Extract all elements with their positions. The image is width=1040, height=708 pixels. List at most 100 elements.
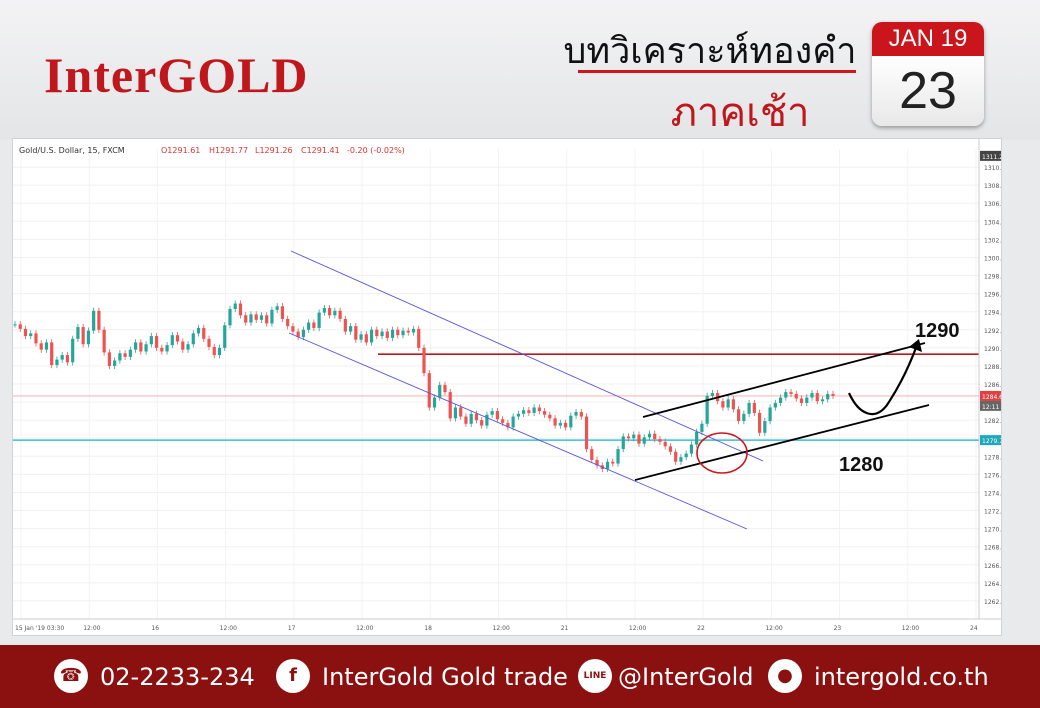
candle-body-117 [626, 436, 631, 439]
candle-body-90 [485, 414, 489, 426]
candle-body-64 [348, 326, 353, 332]
candle-body-72 [390, 329, 395, 338]
candle-body-153 [815, 393, 819, 402]
candle-body-37 [207, 338, 211, 347]
candle-body-46 [254, 314, 258, 320]
candle-body-113 [605, 461, 610, 469]
candle-body-118 [632, 434, 636, 439]
x-tick-6: 18 [424, 625, 432, 632]
candle-body-0 [13, 324, 17, 326]
candle-body-42 [233, 303, 237, 309]
y-tick-1296: 1296.00 [984, 292, 1001, 299]
candle-body-124 [663, 441, 667, 447]
candle-body-115 [616, 449, 620, 464]
x-tick-9: 12:00 [629, 625, 646, 632]
candle-body-60 [328, 308, 332, 316]
candle-body-136 [726, 399, 730, 408]
calendar-day: 23 [872, 56, 984, 126]
candle-body-123 [658, 439, 662, 442]
price-badge-0: 1311.24 [982, 154, 1001, 161]
candle-body-48 [265, 315, 269, 324]
down-channel-upper [290, 250, 764, 462]
candle-body-4 [34, 333, 38, 344]
y-tick-1288: 1288.00 [984, 364, 1001, 371]
candle-body-82 [443, 384, 447, 393]
y-tick-1286: 1286.00 [984, 382, 1001, 389]
candle-body-22 [128, 349, 132, 357]
candle-body-111 [595, 459, 599, 466]
globe-icon: ● [768, 659, 802, 693]
x-tick-4: 17 [288, 625, 296, 632]
facebook-icon: f [276, 659, 310, 693]
candle-body-96 [516, 413, 520, 417]
candle-body-120 [642, 437, 646, 444]
candle-body-76 [411, 328, 416, 333]
candle-body-2 [23, 328, 28, 337]
footer-website[interactable]: intergold.co.th [814, 663, 989, 691]
line-icon: LINE [578, 659, 612, 693]
y-tick-1308: 1308.00 [984, 183, 1001, 190]
candle-body-41 [228, 308, 232, 326]
candle-body-49 [270, 309, 274, 324]
header-background [0, 0, 1040, 140]
price-badge-1: 1284.68 [982, 394, 1001, 401]
candle-body-109 [584, 416, 589, 450]
x-tick-2: 16 [151, 625, 159, 632]
footer-phone[interactable]: 02-2233-234 [100, 663, 255, 691]
candle-body-78 [422, 347, 426, 374]
candle-body-122 [653, 433, 657, 440]
x-tick-8: 21 [561, 625, 569, 632]
price-badge-2: 12:11 [982, 404, 999, 411]
breakout-circle [696, 432, 748, 474]
candle-body-79 [427, 373, 431, 408]
candle-body-131 [700, 423, 704, 432]
candle-body-71 [385, 331, 389, 338]
candle-body-106 [569, 415, 573, 428]
candle-body-155 [826, 393, 830, 400]
ohlc-close: C1291.41 [301, 146, 340, 155]
price-badge-bg-1 [980, 390, 1001, 401]
y-tick-1304: 1304.00 [984, 219, 1001, 226]
candle-body-7 [50, 342, 54, 366]
ohlc-change: -0.20 (-0.02%) [347, 146, 405, 155]
chart-drawings [288, 250, 930, 530]
candle-body-119 [637, 434, 641, 444]
footer-facebook[interactable]: InterGold Gold trade [322, 663, 568, 691]
candle-body-40 [223, 325, 227, 348]
candle-body-125 [668, 446, 673, 452]
price-badge-3: 1279.79 [982, 438, 1001, 445]
candle-body-74 [401, 330, 405, 336]
x-tick-11: 12:00 [765, 625, 782, 632]
candle-body-34 [191, 333, 195, 345]
up-channel-lower [634, 404, 930, 481]
candle-series [13, 300, 835, 473]
up-channel-upper [642, 342, 926, 418]
y-tick-1276: 1276.00 [984, 472, 1001, 479]
y-tick-1270: 1270.00 [984, 527, 1001, 534]
candle-body-94 [506, 422, 510, 428]
candle-body-15 [92, 310, 96, 331]
candle-body-107 [574, 412, 578, 416]
candle-body-19 [113, 360, 117, 366]
candle-body-66 [359, 334, 363, 340]
candle-body-151 [805, 397, 809, 403]
candle-body-28 [160, 347, 164, 352]
candle-body-156 [831, 393, 835, 396]
candle-body-73 [396, 329, 400, 336]
candle-body-93 [501, 419, 505, 423]
candle-body-63 [343, 318, 347, 332]
y-axis: 1262.00 1264.00 1266.00 1268.00 1270.00 1272.… [978, 139, 1009, 635]
instrument-label[interactable]: Gold/U.S. Dollar, 15, FXCM [19, 146, 125, 155]
candle-body-137 [731, 399, 735, 410]
candle-body-23 [134, 342, 138, 350]
candle-body-10 [65, 355, 70, 363]
footer-line[interactable]: @InterGold [618, 663, 754, 691]
candle-body-126 [674, 451, 678, 462]
candle-body-102 [548, 414, 552, 419]
candle-body-33 [186, 344, 190, 350]
candle-body-30 [170, 335, 174, 346]
candle-body-62 [338, 310, 342, 319]
candle-body-95 [511, 416, 515, 428]
forecast-arrow [847, 344, 919, 416]
label-1290: 1290 [915, 320, 960, 342]
